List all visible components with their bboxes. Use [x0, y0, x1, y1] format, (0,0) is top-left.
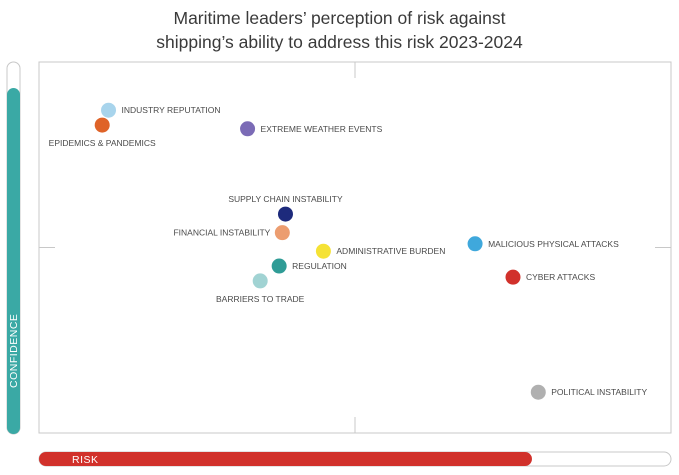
risk-bar-fill	[39, 452, 532, 466]
data-point	[467, 236, 483, 252]
data-point	[274, 225, 290, 241]
data-point-label: FINANCIAL INSTABILITY	[173, 228, 270, 238]
data-point-label: SUPPLY CHAIN INSTABILITY	[228, 194, 343, 204]
data-point-label: EPIDEMICS & PANDEMICS	[49, 138, 156, 148]
data-point	[252, 273, 268, 289]
data-point-label: POLITICAL INSTABILITY	[551, 387, 647, 397]
data-point-label: MALICIOUS PHYSICAL ATTACKS	[488, 239, 619, 249]
data-point	[271, 258, 287, 274]
chart-title-line-2: shipping’s ability to address this risk …	[156, 32, 523, 52]
data-point	[530, 384, 546, 400]
confidence-bar-fill	[7, 88, 20, 434]
data-point	[277, 206, 293, 222]
data-point-label: INDUSTRY REPUTATION	[122, 105, 221, 115]
chart-title-line-1: Maritime leaders’ perception of risk aga…	[173, 8, 506, 28]
data-point	[315, 243, 331, 259]
data-point-label: CYBER ATTACKS	[526, 272, 595, 282]
data-point-label: BARRIERS TO TRADE	[216, 294, 305, 304]
y-axis-label: CONFIDENCE	[8, 314, 20, 388]
data-point	[240, 121, 256, 137]
x-axis-label: RISK	[72, 454, 99, 466]
data-point-label: ADMINISTRATIVE BURDEN	[336, 246, 445, 256]
quadrant-crosshair	[39, 62, 671, 433]
data-point-label: EXTREME WEATHER EVENTS	[261, 124, 383, 134]
data-point	[94, 117, 110, 133]
data-point	[505, 269, 521, 285]
data-points: INDUSTRY REPUTATION EPIDEMICS & PANDEMICS…	[49, 102, 647, 400]
data-point	[101, 102, 117, 118]
chart-title: Maritime leaders’ perception of risk aga…	[0, 6, 679, 54]
data-point-label: REGULATION	[292, 261, 347, 271]
